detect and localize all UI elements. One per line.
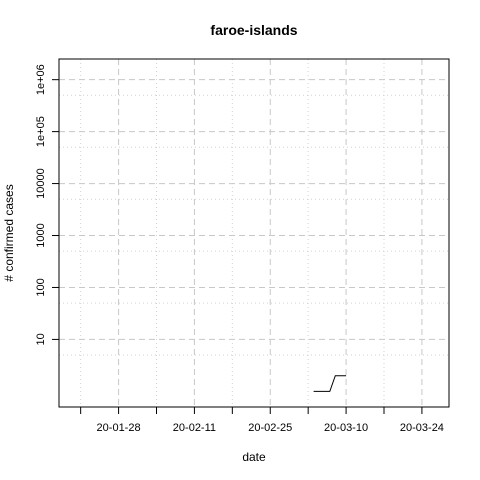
y-tick-label: 10000 (35, 168, 47, 199)
chart-title: faroe-islands (210, 22, 297, 38)
y-tick-label: 100 (35, 278, 47, 296)
x-tick-label: 20-03-10 (324, 422, 368, 434)
x-tick-label: 20-02-25 (248, 422, 292, 434)
series-line (313, 375, 347, 392)
y-tick-label: 1000 (35, 223, 47, 247)
x-tick-label: 20-03-24 (400, 422, 444, 434)
x-axis: 20-01-28 20-02-11 20-02-25 20-03-10 20-03-24 (80, 407, 444, 434)
plot-frame (58, 58, 450, 408)
grid (59, 59, 449, 407)
x-axis-label: date (242, 450, 266, 464)
y-tick-label: 1e+05 (35, 116, 47, 147)
x-tick-label: 20-02-11 (173, 422, 216, 434)
y-tick-label: 1e+06 (35, 64, 47, 95)
y-axis-label: # confirmed cases (2, 184, 16, 281)
y-tick-label: 10 (35, 333, 47, 345)
y-axis: 10 100 1000 10000 1e+05 1e+06 (35, 64, 59, 346)
x-tick-label: 20-01-28 (97, 422, 141, 434)
series-layer (313, 375, 347, 392)
